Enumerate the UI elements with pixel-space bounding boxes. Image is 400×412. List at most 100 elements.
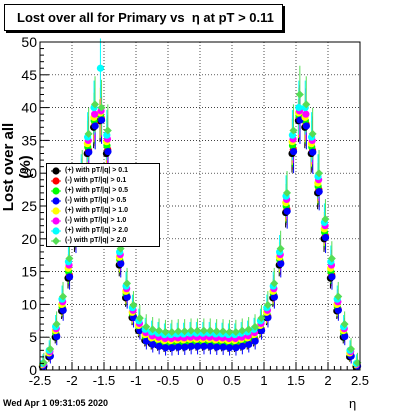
y-tick-label: 15 (21, 264, 37, 280)
data-point (289, 147, 298, 156)
data-point-diamond (219, 327, 228, 336)
data-point-diamond (212, 327, 221, 336)
data-point (219, 343, 227, 351)
data-point-diamond (103, 126, 112, 135)
data-point-diamond (257, 314, 266, 323)
x-tick-label: -0.5 (157, 373, 179, 388)
data-point-diamond (187, 326, 196, 335)
data-point (283, 207, 291, 215)
data-point (270, 293, 278, 301)
data-point (321, 233, 330, 242)
legend-marker (51, 227, 61, 235)
data-point (200, 342, 208, 350)
data-point-diamond (174, 327, 183, 336)
data-point-diamond (84, 129, 93, 138)
y-tick-label: 45 (21, 67, 37, 83)
axis-ticks (39, 41, 361, 371)
data-point (277, 260, 285, 268)
data-point-diamond (206, 326, 215, 335)
chart-title: Lost over all for Primary vs η at pT > 0… (17, 10, 274, 25)
data-point (53, 332, 61, 341)
legend-label: (-) with pT/|q| > 2.0 (65, 237, 127, 244)
data-point (117, 260, 125, 268)
data-point (168, 344, 176, 352)
data-point-diamond (97, 103, 106, 112)
data-point (232, 344, 240, 352)
data-point-diamond (148, 325, 157, 334)
data-point-diamond (308, 129, 317, 138)
tick-labels: -2.5 -2 -1.5 -1 -0.5 0 0.5 1 1.5 2 2.5 0 5 10 15 20 25 30… (21, 34, 369, 388)
data-point (251, 337, 259, 345)
data-point (85, 148, 93, 156)
data-point-diamond (39, 358, 48, 367)
legend-marker (51, 217, 61, 225)
data-point (65, 273, 74, 281)
x-tick-label: 0.5 (223, 373, 241, 388)
x-tick-label: 2.5 (351, 373, 369, 388)
x-tick-label: 1 (260, 373, 267, 388)
data-point-diamond (193, 326, 202, 335)
x-tick-label: 1.5 (287, 373, 305, 388)
data-point (187, 342, 195, 350)
x-axis-label: η (349, 396, 357, 411)
legend-label: (+) with pT/|q| > 0.1 (65, 167, 129, 174)
data-point-diamond (52, 320, 61, 329)
legend-marker (51, 177, 61, 185)
legend-label: (-) with pT/|q| > 1.0 (65, 217, 127, 224)
data-point-diamond (263, 301, 272, 310)
x-tick-label: 0 (196, 373, 203, 388)
data-point-diamond (135, 314, 144, 323)
x-tick-label: -2 (66, 373, 78, 388)
data-point-diamond (283, 188, 292, 197)
data-point (149, 340, 157, 349)
data-point-diamond (46, 345, 55, 354)
data-point-diamond (276, 244, 285, 253)
data-point-diamond (231, 327, 240, 336)
legend-label: (-) with pT/|q| > 0.5 (65, 197, 127, 204)
y-tick-label: 40 (21, 100, 37, 116)
data-point-diamond (238, 326, 247, 335)
y-tick-label: 0 (29, 362, 37, 378)
data-point (302, 122, 310, 130)
data-point-diamond (321, 215, 330, 224)
data-point (213, 343, 221, 351)
data-point-diamond (289, 126, 298, 135)
data-point (161, 344, 170, 352)
legend-label: (+) with pT/|q| > 2.0 (65, 227, 129, 234)
x-tick-label: -1 (130, 373, 142, 388)
y-tick-label: 20 (21, 231, 37, 247)
x-tick-label: 2 (324, 373, 331, 388)
data-point-diamond (244, 325, 253, 334)
data-point-diamond (251, 322, 260, 331)
legend-label: (+) with pT/|q| > 1.0 (65, 207, 129, 214)
y-tick-label: 30 (21, 165, 37, 181)
data-point (315, 187, 323, 196)
data-point (181, 343, 189, 351)
y-tick-label: 10 (21, 296, 37, 312)
data-point-diamond (167, 327, 176, 336)
data-point-diamond (199, 326, 208, 335)
legend-label: (+) with pT/|q| > 0.5 (65, 187, 129, 194)
data-point (174, 343, 182, 351)
data-point (91, 110, 99, 118)
data-point (238, 342, 246, 350)
data-point-diamond (353, 358, 362, 367)
legend-label: (-) with pT/|q| > 0.1 (65, 177, 127, 184)
legend-marker (51, 207, 61, 215)
data-point-diamond (302, 100, 311, 109)
data-point (206, 342, 214, 350)
data-point-diamond (65, 254, 74, 263)
data-point (341, 332, 349, 341)
x-tick-label: -1.5 (93, 373, 115, 388)
y-axis-label: Lost over all (%) (0, 122, 34, 212)
x-tick-label: -2.5 (29, 373, 51, 388)
data-point (155, 342, 163, 350)
legend-marker (51, 167, 61, 175)
data-point (309, 148, 317, 156)
data-point-diamond (123, 279, 132, 288)
legend-marker (51, 197, 61, 205)
data-point (328, 273, 336, 281)
data-point-diamond (327, 254, 336, 263)
data-point-diamond (161, 327, 170, 336)
data-point (59, 306, 67, 314)
